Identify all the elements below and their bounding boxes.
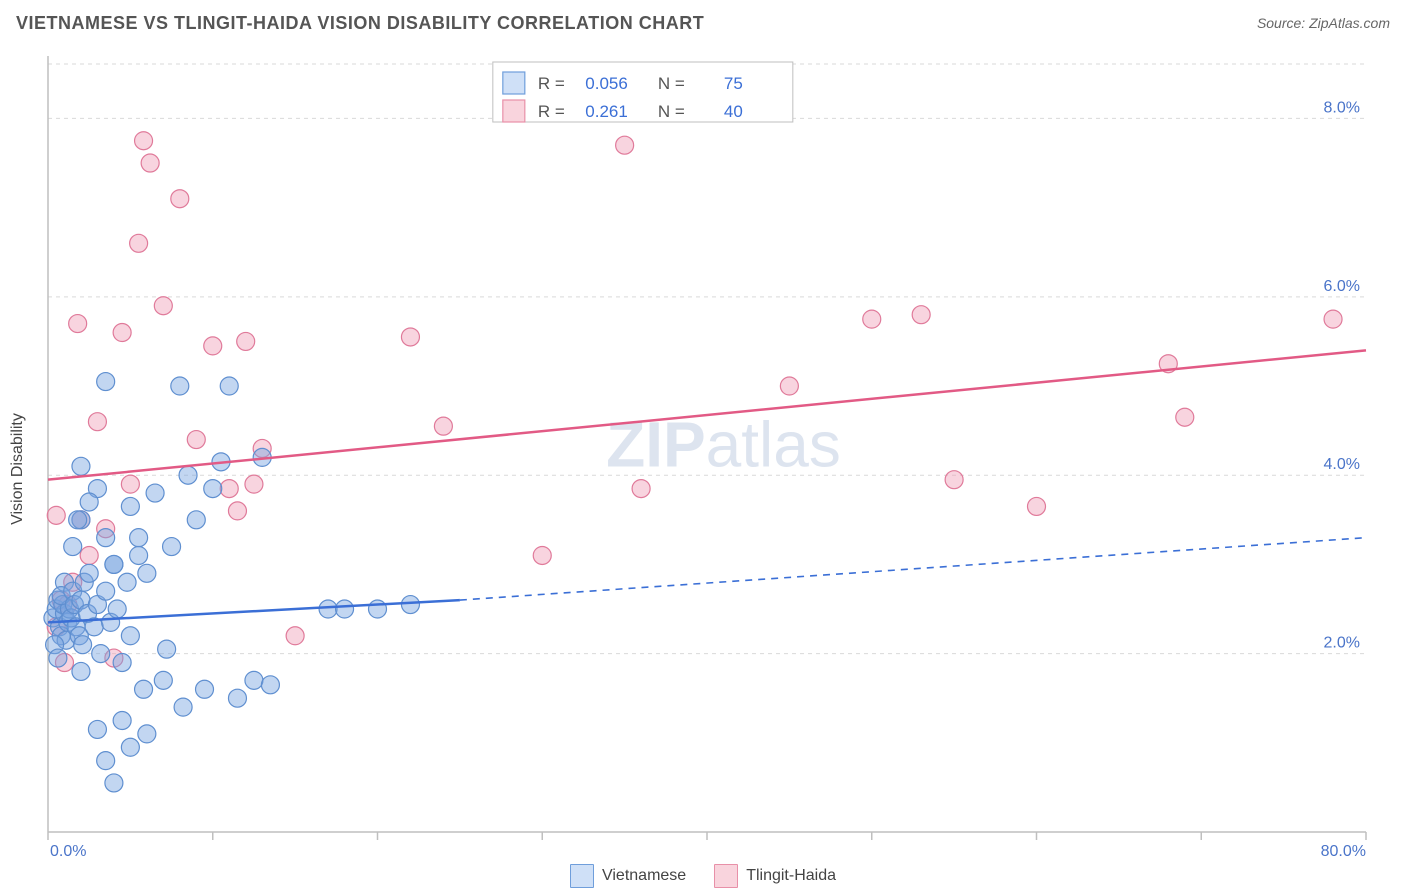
svg-text:4.0%: 4.0% (1324, 456, 1360, 473)
svg-text:8.0%: 8.0% (1324, 99, 1360, 116)
bottom-legend: Vietnamese Tlingit-Haida (0, 864, 1406, 888)
chart-container: Vision Disability 2.0%4.0%6.0%8.0%ZIPatl… (0, 46, 1406, 892)
svg-text:2.0%: 2.0% (1324, 635, 1360, 652)
svg-text:40: 40 (724, 102, 743, 121)
svg-text:0.0%: 0.0% (50, 843, 86, 860)
svg-text:R =: R = (538, 102, 565, 121)
legend-swatch (570, 864, 594, 888)
chart-source: Source: ZipAtlas.com (1257, 15, 1390, 31)
legend-item-vietnamese: Vietnamese (570, 864, 686, 888)
chart-title: VIETNAMESE VS TLINGIT-HAIDA VISION DISAB… (16, 13, 704, 34)
legend-label: Tlingit-Haida (746, 867, 836, 885)
svg-text:ZIPatlas: ZIPatlas (606, 408, 841, 480)
svg-text:N =: N = (658, 74, 685, 93)
source-name: ZipAtlas.com (1309, 15, 1390, 31)
source-prefix: Source: (1257, 15, 1309, 31)
svg-text:0.261: 0.261 (585, 102, 628, 121)
legend-item-tlingit-haida: Tlingit-Haida (714, 864, 836, 888)
svg-text:6.0%: 6.0% (1324, 278, 1360, 295)
svg-text:0.056: 0.056 (585, 74, 628, 93)
legend-label: Vietnamese (602, 867, 686, 885)
legend-swatch (714, 864, 738, 888)
chart-header: VIETNAMESE VS TLINGIT-HAIDA VISION DISAB… (0, 0, 1406, 46)
svg-text:80.0%: 80.0% (1321, 843, 1366, 860)
svg-text:R =: R = (538, 74, 565, 93)
svg-text:75: 75 (724, 74, 743, 93)
scatter-chart: 2.0% 4.0% 6.0% 8.0% ZIPatlas 0.0% 80.0% R = 0.05… (0, 46, 1406, 892)
svg-text:N =: N = (658, 102, 685, 121)
